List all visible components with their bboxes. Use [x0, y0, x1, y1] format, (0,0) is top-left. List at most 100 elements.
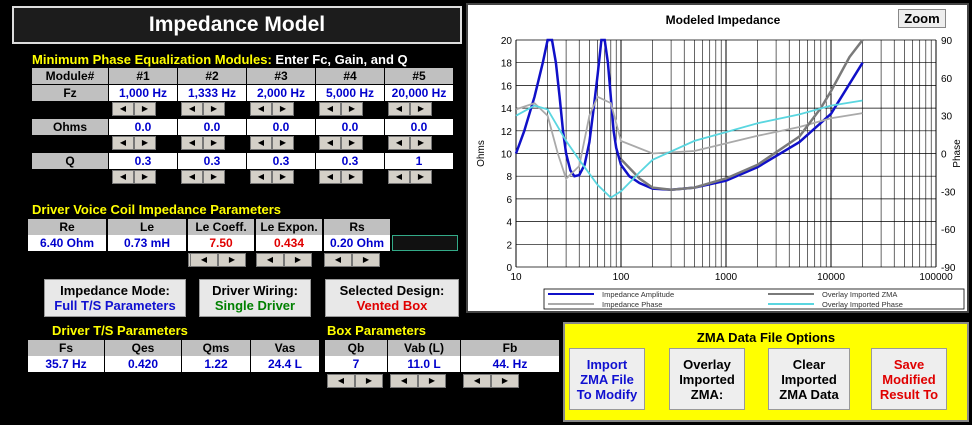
eq-ohms-stepper-right-arrow-icon[interactable]: ▶	[134, 136, 156, 150]
eq-q-stepper-left-arrow-icon[interactable]: ◀	[319, 170, 341, 184]
eq-q-value[interactable]: 0.3	[178, 153, 246, 169]
zoom-button[interactable]: Zoom	[898, 9, 946, 28]
eq-ohms-stepper-right-arrow-icon[interactable]: ▶	[410, 136, 432, 150]
eq-q-value[interactable]: 0.3	[109, 153, 177, 169]
box-stepper-right-arrow-icon[interactable]: ▶	[355, 374, 383, 388]
eq-fz-value[interactable]: 5,000 Hz	[316, 85, 384, 101]
box-stepper-left-arrow-icon[interactable]: ◀	[390, 374, 418, 388]
eq-q-value[interactable]: 0.3	[247, 153, 315, 169]
eq-q-stepper: ◀ ▶	[112, 170, 156, 184]
eq-title-yellow: Minimum Phase Equalization Modules:	[32, 52, 272, 67]
zma-options-panel: ZMA Data File Options Import ZMA File To…	[563, 322, 969, 422]
voice-coil-value[interactable]: 7.50	[188, 235, 254, 251]
selected-design-button[interactable]: Selected Design: Vented Box	[325, 279, 459, 317]
eq-ohms-stepper-left-arrow-icon[interactable]: ◀	[388, 136, 410, 150]
eq-module-header: #5	[385, 68, 453, 84]
eq-fz-stepper-right-arrow-icon[interactable]: ▶	[341, 102, 363, 116]
eq-fz-value[interactable]: 1,333 Hz	[178, 85, 246, 101]
box-value[interactable]: 11.0 L	[388, 356, 460, 372]
ts-header: Qes	[105, 340, 181, 356]
import-zma-button[interactable]: Import ZMA File To Modify	[569, 348, 645, 410]
eq-q-value[interactable]: 1	[385, 153, 453, 169]
eq-q-stepper-left-arrow-icon[interactable]: ◀	[250, 170, 272, 184]
eq-ohms-stepper-right-arrow-icon[interactable]: ▶	[203, 136, 225, 150]
x-tick-label: 10	[510, 272, 522, 283]
eq-q-stepper-right-arrow-icon[interactable]: ▶	[410, 170, 432, 184]
box-section-title: Box Parameters	[327, 323, 426, 338]
eq-fz-stepper-right-arrow-icon[interactable]: ▶	[134, 102, 156, 116]
clear-zma-button[interactable]: Clear Imported ZMA Data	[768, 348, 850, 410]
eq-fz-value[interactable]: 1,000 Hz	[109, 85, 177, 101]
selected-cell[interactable]	[392, 235, 458, 251]
box-value[interactable]: 44. Hz	[461, 356, 559, 372]
eq-title-white: Enter Fc, Gain, and Q	[271, 52, 408, 67]
voice-coil-value[interactable]: 0.434	[256, 235, 322, 251]
eq-ohms-stepper-left-arrow-icon[interactable]: ◀	[112, 136, 134, 150]
eq-q-value[interactable]: 0.3	[316, 153, 384, 169]
y-tick-label: 0	[506, 263, 512, 274]
eq-q-stepper-right-arrow-icon[interactable]: ▶	[272, 170, 294, 184]
eq-ohms-stepper-right-arrow-icon[interactable]: ▶	[272, 136, 294, 150]
voice-coil-le-stepper: ◀ ▶	[190, 253, 246, 267]
voice-coil-stepper-right-arrow-icon[interactable]: ▶	[284, 253, 312, 267]
save-result-line3: Result To	[879, 386, 939, 402]
voice-coil-header: Le	[108, 219, 186, 235]
eq-q-stepper-left-arrow-icon[interactable]: ◀	[112, 170, 134, 184]
overlay-zma-line2: Imported	[679, 371, 735, 387]
voice-coil-stepper-left-arrow-icon[interactable]: ◀	[324, 253, 352, 267]
eq-ohms-stepper-left-arrow-icon[interactable]: ◀	[250, 136, 272, 150]
voice-coil-value[interactable]: 0.20 Ohm	[324, 235, 390, 251]
eq-ohms-value[interactable]: 0.0	[316, 119, 384, 135]
driver-wiring-button[interactable]: Driver Wiring: Single Driver	[199, 279, 311, 317]
voice-coil-le-stepper-left-arrow-icon[interactable]: ◀	[190, 253, 218, 267]
ts-value[interactable]: 24.4 L	[251, 356, 319, 372]
eq-ohms-value[interactable]: 0.0	[178, 119, 246, 135]
box-stepper-right-arrow-icon[interactable]: ▶	[491, 374, 519, 388]
eq-module-row-label: Module#	[32, 68, 108, 84]
eq-fz-value[interactable]: 20,000 Hz	[385, 85, 453, 101]
eq-q-stepper-right-arrow-icon[interactable]: ▶	[341, 170, 363, 184]
ts-value[interactable]: 1.22	[182, 356, 250, 372]
eq-fz-stepper-right-arrow-icon[interactable]: ▶	[410, 102, 432, 116]
box-value[interactable]: 7	[325, 356, 387, 372]
eq-fz-stepper-right-arrow-icon[interactable]: ▶	[203, 102, 225, 116]
eq-q-stepper-left-arrow-icon[interactable]: ◀	[388, 170, 410, 184]
eq-fz-stepper-left-arrow-icon[interactable]: ◀	[181, 102, 203, 116]
eq-ohms-stepper-right-arrow-icon[interactable]: ▶	[341, 136, 363, 150]
eq-ohms-value[interactable]: 0.0	[109, 119, 177, 135]
eq-fz-stepper-left-arrow-icon[interactable]: ◀	[112, 102, 134, 116]
y-tick-label: 18	[501, 59, 513, 70]
x-tick-label: 100	[613, 272, 630, 283]
box-stepper-left-arrow-icon[interactable]: ◀	[327, 374, 355, 388]
eq-ohms-value[interactable]: 0.0	[247, 119, 315, 135]
eq-fz-stepper-left-arrow-icon[interactable]: ◀	[319, 102, 341, 116]
eq-fz-stepper-left-arrow-icon[interactable]: ◀	[388, 102, 410, 116]
eq-ohms-value[interactable]: 0.0	[385, 119, 453, 135]
voice-coil-value[interactable]: 6.40 Ohm	[28, 235, 106, 251]
box-stepper-left-arrow-icon[interactable]: ◀	[463, 374, 491, 388]
save-result-button[interactable]: Save Modified Result To	[871, 348, 947, 410]
voice-coil-stepper-right-arrow-icon[interactable]: ▶	[352, 253, 380, 267]
eq-q-stepper-right-arrow-icon[interactable]: ▶	[134, 170, 156, 184]
voice-coil-stepper-left-arrow-icon[interactable]: ◀	[256, 253, 284, 267]
box-stepper-right-arrow-icon[interactable]: ▶	[418, 374, 446, 388]
overlay-zma-button[interactable]: Overlay Imported ZMA:	[669, 348, 745, 410]
eq-fz-stepper-left-arrow-icon[interactable]: ◀	[250, 102, 272, 116]
voice-coil-value[interactable]: 0.73 mH	[108, 235, 186, 251]
eq-fz-stepper: ◀ ▶	[112, 102, 156, 116]
ts-value[interactable]: 0.420	[105, 356, 181, 372]
eq-module-header: #4	[316, 68, 384, 84]
eq-ohms-stepper-left-arrow-icon[interactable]: ◀	[319, 136, 341, 150]
eq-fz-stepper-right-arrow-icon[interactable]: ▶	[272, 102, 294, 116]
eq-fz-stepper: ◀ ▶	[319, 102, 363, 116]
eq-fz-value[interactable]: 2,000 Hz	[247, 85, 315, 101]
y-tick-label: 20	[501, 36, 513, 47]
ts-value[interactable]: 35.7 Hz	[28, 356, 104, 372]
clear-zma-line1: Clear	[792, 356, 826, 372]
impedance-mode-button[interactable]: Impedance Mode: Full T/S Parameters	[44, 279, 186, 317]
eq-ohms-stepper-left-arrow-icon[interactable]: ◀	[181, 136, 203, 150]
voice-coil-le-stepper-right-arrow-icon[interactable]: ▶	[218, 253, 246, 267]
y2-tick-label: -60	[941, 225, 956, 236]
eq-q-stepper-left-arrow-icon[interactable]: ◀	[181, 170, 203, 184]
eq-q-stepper-right-arrow-icon[interactable]: ▶	[203, 170, 225, 184]
